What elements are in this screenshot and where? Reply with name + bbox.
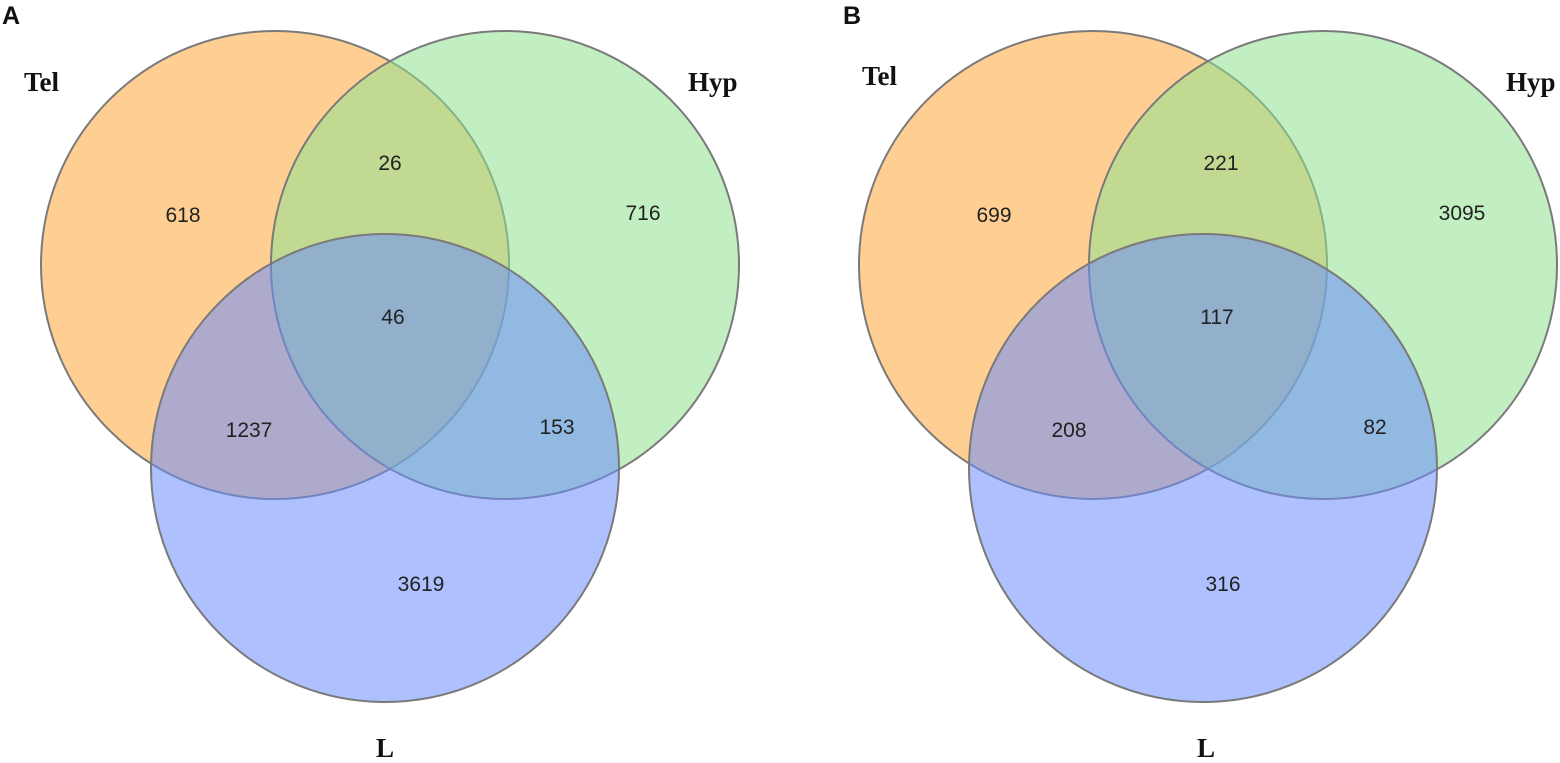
set-label-l: L (1197, 733, 1215, 763)
count-tel-hyp: 221 (1203, 152, 1238, 175)
count-hyp-l: 82 (1363, 416, 1386, 439)
venn-circle-l (150, 233, 620, 703)
set-label-l: L (376, 733, 394, 763)
panel-letter: B (843, 2, 861, 30)
venn-panel-b: B Tel Hyp L 699 221 3095 117 208 82 316 (843, 2, 1558, 763)
venn-panel-a: A Tel Hyp L 618 26 716 46 1237 153 3619 (2, 2, 740, 763)
count-tel-hyp: 26 (378, 152, 401, 175)
count-hyp-l: 153 (539, 416, 574, 439)
venn-circle-l (968, 233, 1438, 703)
count-tel-only: 699 (976, 204, 1011, 227)
count-all: 46 (381, 306, 404, 329)
panel-letter: A (2, 2, 20, 30)
count-tel-only: 618 (165, 204, 200, 227)
count-l-only: 316 (1205, 573, 1240, 596)
set-label-tel: Tel (862, 61, 898, 91)
set-label-hyp: Hyp (1506, 67, 1556, 97)
count-hyp-only: 716 (625, 202, 660, 225)
count-tel-l: 208 (1051, 419, 1086, 442)
set-label-tel: Tel (24, 67, 60, 97)
set-label-hyp: Hyp (688, 67, 738, 97)
count-l-only: 3619 (398, 573, 445, 596)
count-hyp-only: 3095 (1439, 202, 1486, 225)
count-all: 117 (1200, 306, 1233, 329)
count-tel-l: 1237 (226, 419, 273, 442)
